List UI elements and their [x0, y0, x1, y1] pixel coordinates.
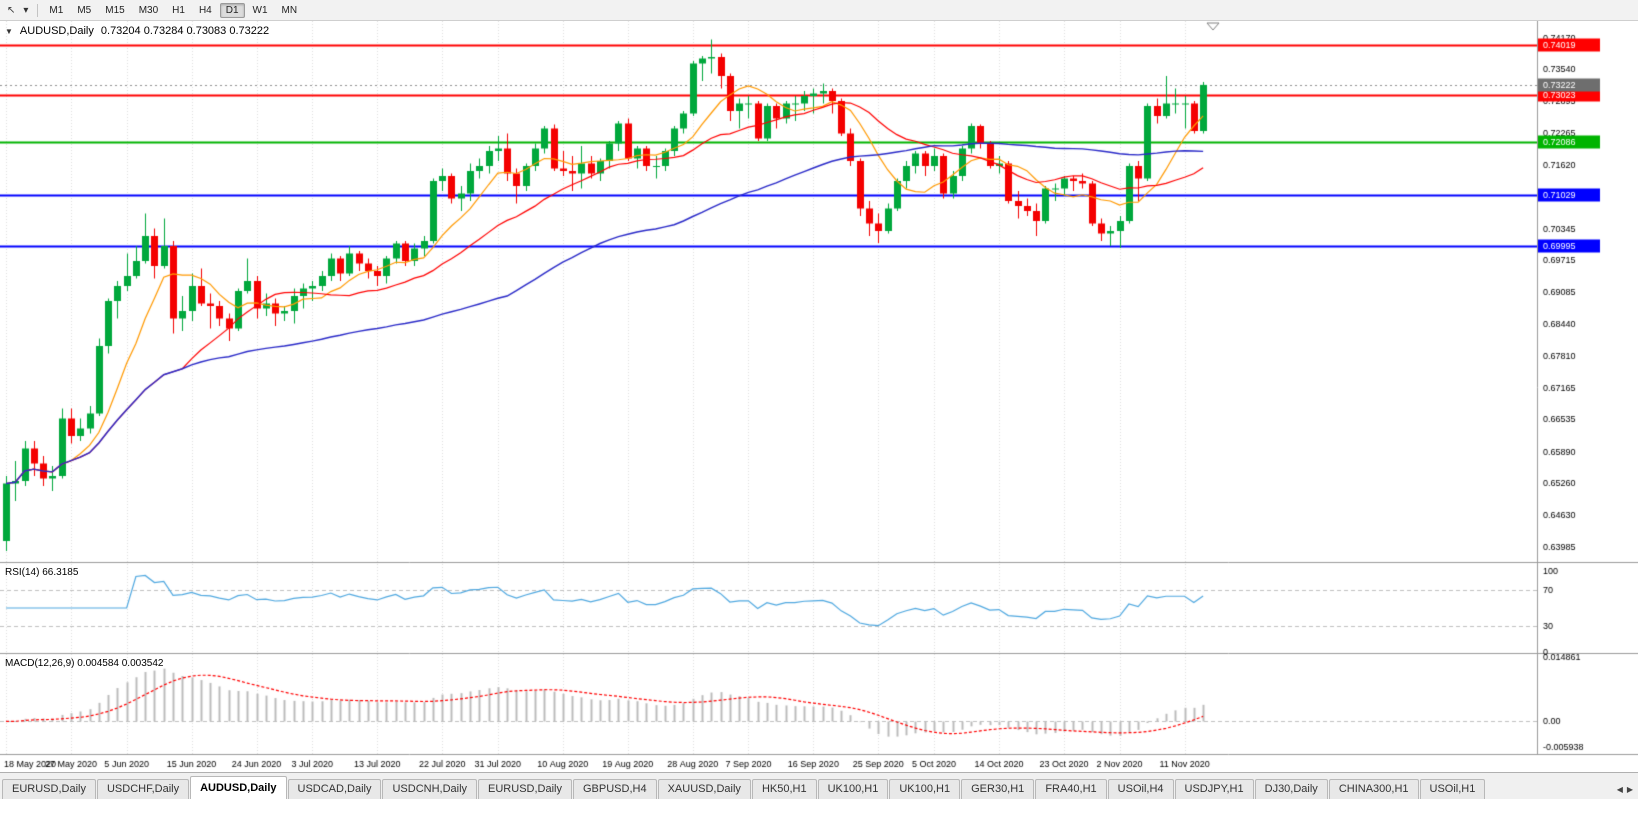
- timeframe-button-h1[interactable]: H1: [172, 4, 185, 16]
- timeframe-button-mn[interactable]: MN: [281, 4, 298, 16]
- timeframe-button-d1[interactable]: D1: [219, 2, 245, 18]
- chart-tab-10-uk100-h1[interactable]: UK100,H1: [889, 779, 961, 799]
- timeframe-button-m15[interactable]: M15: [105, 4, 125, 16]
- tab-scroll-right-icon[interactable]: ▶: [1626, 785, 1633, 794]
- macd-indicator-label: MACD(12,26,9) 0.004584 0.003542: [5, 658, 164, 669]
- chart-tab-0-eurusd-daily[interactable]: EURUSD,Daily: [2, 779, 96, 799]
- chart-tab-7-xauusd-daily[interactable]: XAUUSD,Daily: [657, 779, 751, 799]
- bottom-filler: [0, 799, 1638, 831]
- timeframe-button-m1[interactable]: M1: [49, 4, 64, 16]
- chart-tab-11-ger30-h1[interactable]: GER30,H1: [961, 779, 1035, 799]
- top-toolbar: ↖ ▾ M1 M5 M15 M30 H1 H4 D1 W1 MN: [0, 0, 1638, 21]
- chart-tab-8-hk50-h1[interactable]: HK50,H1: [751, 779, 817, 799]
- collapse-arrow-icon[interactable]: ▼: [5, 26, 13, 36]
- chart-tab-13-usoil-h4[interactable]: USOil,H4: [1107, 779, 1174, 799]
- cursor-tool-icon[interactable]: ↖: [7, 4, 16, 16]
- chart-tabs: EURUSD,Daily USDCHF,Daily AUDUSD,Daily USDC…: [0, 776, 1612, 799]
- chart-symbol: AUDUSD,Daily: [19, 25, 94, 37]
- timeframe-button-m30[interactable]: M30: [138, 4, 159, 16]
- chart-tab-3-usdcad-daily[interactable]: USDCAD,Daily: [287, 779, 382, 799]
- chart-ohlc-values: 0.73204 0.73284 0.73083 0.73222: [100, 25, 270, 37]
- chart-tab-1-usdchf-daily[interactable]: USDCHF,Daily: [96, 779, 190, 799]
- chart-tab-bar: EURUSD,Daily USDCHF,Daily AUDUSD,Daily USDC…: [0, 772, 1638, 799]
- timeframe-button-group: M1 M5 M15 M30 H1 H4 D1 W1 MN: [43, 2, 303, 18]
- rsi-indicator-label: RSI(14) 66.3185: [5, 567, 79, 578]
- chart-tab-5-eurusd-daily[interactable]: EURUSD,Daily: [478, 779, 572, 799]
- toolbar-separator: [37, 3, 39, 17]
- chart-tab-6-gbpusd-h4[interactable]: GBPUSD,H4: [573, 779, 657, 799]
- chart-tab-16-china300-h1[interactable]: CHINA300,H1: [1328, 779, 1419, 799]
- chart-tab-15-dj30-daily[interactable]: DJ30,Daily: [1254, 779, 1328, 799]
- chart-tab-14-usdjpy-h1[interactable]: USDJPY,H1: [1174, 779, 1254, 799]
- timeframe-button-w1[interactable]: W1: [252, 4, 268, 16]
- chart-tab-9-uk100-h1[interactable]: UK100,H1: [817, 779, 889, 799]
- timeframe-button-h4[interactable]: H4: [198, 4, 212, 16]
- chart-tab-17-usoil-h1[interactable]: USOil,H1: [1419, 779, 1486, 799]
- tab-scroll-left-icon[interactable]: ◀: [1616, 785, 1623, 794]
- timeframe-button-m5[interactable]: M5: [77, 4, 92, 16]
- chart-tab-2-audusd-daily[interactable]: AUDUSD,Daily: [190, 776, 287, 799]
- chart-ohlc-label: ▼ AUDUSD,Daily 0.73204 0.73284 0.73083 0…: [5, 25, 269, 37]
- tab-scroll-controls: ◀ ▶: [1612, 785, 1638, 799]
- chart-tab-4-usdcnh-daily[interactable]: USDCNH,Daily: [382, 779, 478, 799]
- chart-type-dropdown-icon[interactable]: ▾: [23, 4, 29, 16]
- chart-tab-12-fra40-h1[interactable]: FRA40,H1: [1035, 779, 1107, 799]
- chart-area: ▼ AUDUSD,Daily 0.73204 0.73284 0.73083 0…: [0, 21, 1638, 772]
- candlestick-chart-canvas[interactable]: [0, 21, 1638, 772]
